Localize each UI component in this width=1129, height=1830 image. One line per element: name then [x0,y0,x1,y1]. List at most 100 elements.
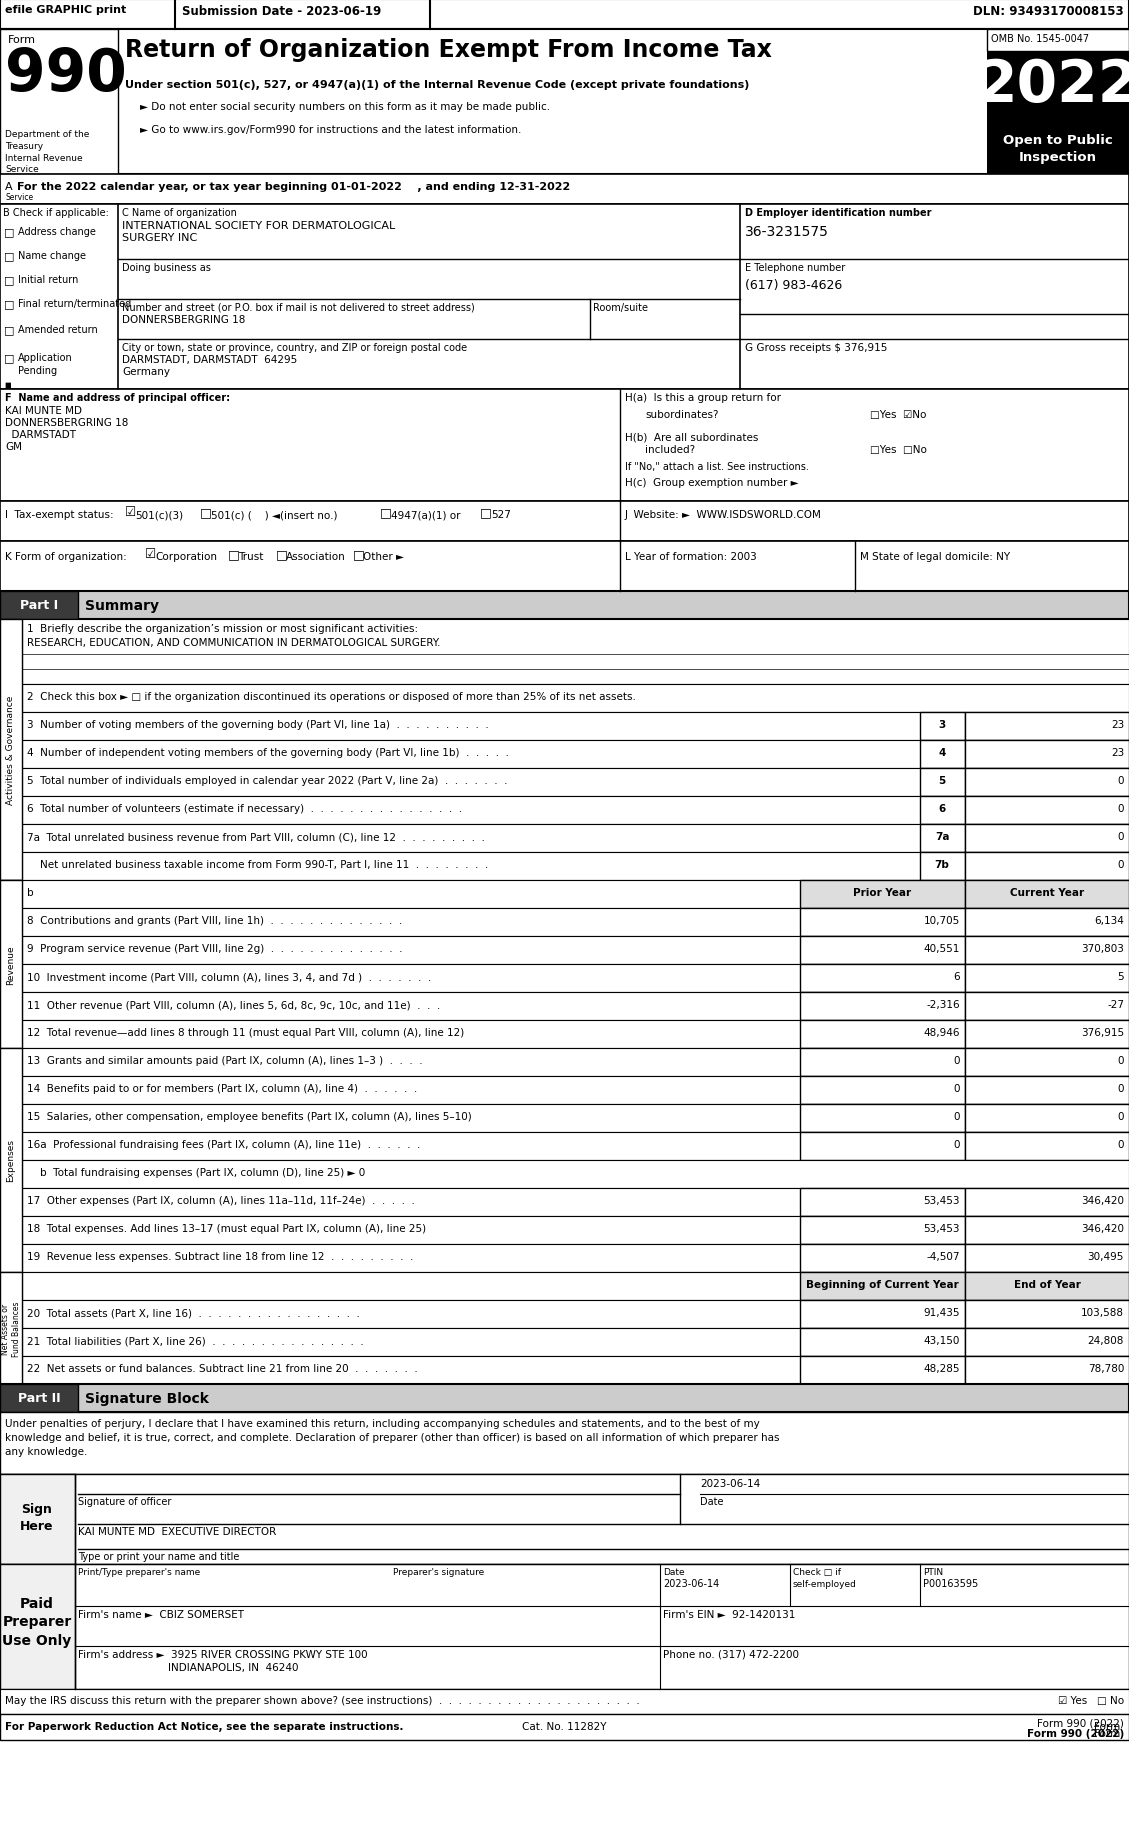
Text: INDIANAPOLIS, IN  46240: INDIANAPOLIS, IN 46240 [168,1662,298,1673]
Bar [21,853,1129,880]
Text: □: □ [480,505,492,518]
Text: Final return/terminated: Final return/terminated [18,298,131,309]
Text: Part I: Part I [20,598,58,611]
Bar [0,501,1129,542]
Bar [800,1076,965,1103]
Text: Type or print your name and title: Type or print your name and title [78,1552,239,1561]
Text: 17  Other expenses (Part IX, column (A), lines 11a–11d, 11f–24e)  .  .  .  .  .: 17 Other expenses (Part IX, column (A), … [27,1195,414,1206]
Text: 23: 23 [1111,719,1124,730]
Bar [965,1076,1129,1103]
Bar [800,880,965,908]
Text: Date: Date [663,1566,684,1576]
Bar [800,1244,965,1272]
Bar [965,825,1129,853]
Bar [0,176,1129,205]
Bar [0,1413,1129,1475]
Bar [800,1103,965,1133]
Text: C Name of organization: C Name of organization [122,209,237,218]
Text: 22  Net assets or fund balances. Subtract line 21 from line 20  .  .  .  .  .  .: 22 Net assets or fund balances. Subtract… [27,1363,418,1372]
Bar [965,1021,1129,1049]
Bar [800,1329,965,1356]
Text: 91,435: 91,435 [924,1307,960,1318]
Text: 2023-06-14: 2023-06-14 [700,1479,760,1488]
Text: INTERNATIONAL SOCIETY FOR DERMATOLOGICAL: INTERNATIONAL SOCIETY FOR DERMATOLOGICAL [122,221,395,231]
Text: Form: Form [8,35,36,46]
Bar [965,880,1129,908]
Bar [21,1329,1129,1356]
Text: SURGERY INC: SURGERY INC [122,232,198,243]
Bar [0,390,1129,501]
Text: included?: included? [645,445,695,454]
Text: DARMSTADT: DARMSTADT [5,430,76,439]
Text: ☑: ☑ [125,505,137,518]
Text: Signature Block: Signature Block [85,1391,209,1405]
Bar [0,1715,1129,1740]
Text: Form: Form [1094,1720,1124,1731]
Bar [0,1049,21,1272]
Text: L Year of formation: 2003: L Year of formation: 2003 [625,551,756,562]
Text: I  Tax-exempt status:: I Tax-exempt status: [5,511,114,520]
Text: Preparer's signature: Preparer's signature [393,1566,484,1576]
Bar [800,992,965,1021]
Bar [965,1301,1129,1329]
Text: 14  Benefits paid to or for members (Part IX, column (A), line 4)  .  .  .  .  .: 14 Benefits paid to or for members (Part… [27,1083,418,1093]
Text: Net unrelated business taxable income from Form 990-T, Part I, line 11  .  .  . : Net unrelated business taxable income fr… [27,860,488,869]
Text: efile GRAPHIC print: efile GRAPHIC print [5,5,126,15]
Text: Department of the
Treasury
Internal Revenue
Service: Department of the Treasury Internal Reve… [5,130,89,174]
Text: Current Year: Current Year [1010,888,1084,897]
Text: 10,705: 10,705 [924,915,960,926]
Bar [0,591,78,620]
Text: Prior Year: Prior Year [852,888,911,897]
Text: Under penalties of perjury, I declare that I have examined this return, includin: Under penalties of perjury, I declare th… [5,1418,760,1427]
Bar [920,769,965,796]
Bar [21,1356,1129,1383]
Bar [0,1272,21,1383]
Text: Net Assets or
Fund Balances: Net Assets or Fund Balances [1,1301,20,1356]
Bar [21,908,1129,937]
Text: G Gross receipts $ 376,915: G Gross receipts $ 376,915 [745,342,887,353]
Text: P00163595: P00163595 [924,1577,978,1588]
Text: Firm's EIN ►  92-1420131: Firm's EIN ► 92-1420131 [663,1609,795,1620]
Bar [0,205,1129,390]
Text: J  Website: ►  WWW.ISDSWORLD.COM: J Website: ► WWW.ISDSWORLD.COM [625,511,822,520]
Bar [21,992,1129,1021]
Bar [21,1133,1129,1160]
Text: Cat. No. 11282Y: Cat. No. 11282Y [522,1720,606,1731]
Text: Print/Type preparer's name: Print/Type preparer's name [78,1566,200,1576]
Text: 0: 0 [954,1083,960,1093]
Text: 527: 527 [491,511,511,520]
Text: ■: ■ [5,382,10,388]
Text: Sign
Here: Sign Here [20,1502,54,1532]
Text: F  Name and address of principal officer:: F Name and address of principal officer: [5,393,230,403]
Bar [21,937,1129,964]
Text: Amended return: Amended return [18,324,98,335]
Text: B Check if applicable:: B Check if applicable: [3,209,108,218]
Text: 346,420: 346,420 [1080,1195,1124,1206]
Bar [965,769,1129,796]
Text: D Employer identification number: D Employer identification number [745,209,931,218]
Bar [965,1329,1129,1356]
Text: 0: 0 [1118,1140,1124,1149]
Bar [0,1565,75,1689]
Bar [800,1217,965,1244]
Text: □: □ [353,547,365,560]
Text: ☑: ☑ [145,547,156,560]
Text: Corporation: Corporation [155,551,217,562]
Text: Association: Association [286,551,345,562]
Text: DONNERSBERGRING 18: DONNERSBERGRING 18 [122,315,245,324]
Bar [965,1356,1129,1383]
Text: 30,495: 30,495 [1087,1252,1124,1261]
Bar [965,796,1129,825]
Text: 36-3231575: 36-3231575 [745,225,829,240]
Bar [21,1217,1129,1244]
Bar [987,130,1129,176]
Text: Open to Public
Inspection: Open to Public Inspection [1004,134,1113,165]
Text: 2022: 2022 [977,57,1129,113]
Text: 53,453: 53,453 [924,1222,960,1233]
Bar [0,880,21,1049]
Text: 10  Investment income (Part VIII, column (A), lines 3, 4, and 7d )  .  .  .  .  : 10 Investment income (Part VIII, column … [27,972,431,981]
Bar [21,880,1129,908]
Text: DARMSTADT, DARMSTADT  64295: DARMSTADT, DARMSTADT 64295 [122,355,297,364]
Text: 13  Grants and similar amounts paid (Part IX, column (A), lines 1–3 )  .  .  .  : 13 Grants and similar amounts paid (Part… [27,1056,422,1065]
Text: 6: 6 [938,803,946,814]
